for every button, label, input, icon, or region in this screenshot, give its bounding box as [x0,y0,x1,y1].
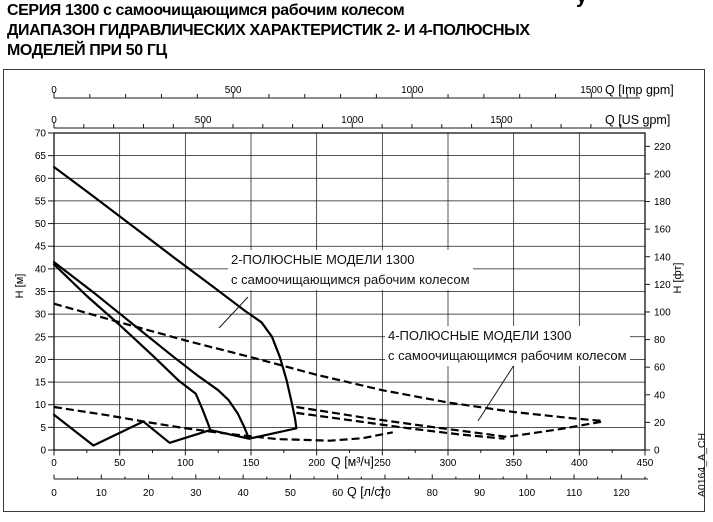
tick-label: 100 [177,458,194,469]
tick-label: 140 [654,252,671,263]
series-2pole-curve-large [52,165,298,430]
tick-label: 45 [35,242,47,253]
cropped-text-fragment: у [576,0,587,9]
axis-unit-label: Q [US gpm] [605,113,670,127]
tick-label: 50 [114,458,126,469]
label-2pole-models: 2-ПОЛЮСНЫЕ МОДЕЛИ 1300 с самоочищающимся… [228,250,473,290]
axis-top-imp-gpm: 0 500 1000 1500 Q [Imp gpm] [51,83,674,99]
tick-label: 1500 [490,115,513,126]
tick-label: 20 [35,355,47,366]
tick-label: 120 [613,488,630,499]
tick-label: 10 [35,400,47,411]
tick-label: 40 [654,390,666,401]
tick-label: 70 [379,488,391,499]
tick-label: 5 [40,423,46,434]
tick-label: 200 [308,458,325,469]
tick-label: 0 [40,446,46,457]
tick-label: 180 [654,197,671,208]
series-4pole-lower-left [53,405,394,442]
tick-label: 25 [35,332,47,343]
label-4pole-line-1: 4-ПОЛЮСНЫЕ МОДЕЛИ 1300 [388,328,572,343]
tick-label: 60 [35,174,47,185]
pump-curves [52,165,604,447]
tick-label: 150 [243,458,260,469]
tick-label: 90 [474,488,486,499]
pointer-line [477,361,517,422]
tick-label: 350 [505,458,522,469]
figure-border [3,69,705,512]
tick-label: 400 [571,458,588,469]
tick-label: 1500 [580,85,603,96]
drawing-reference-code: A0164_A_CH [696,432,708,498]
label-4pole-line-2: с самоочищающимся рабочим колесом [388,348,627,363]
grid [53,132,646,451]
tick-label: 1000 [341,115,364,126]
tick-label: 30 [35,310,47,321]
axis-top-us-gpm: 0 500 1000 1500 Q [US gpm] [51,113,670,129]
tick-label: 500 [195,115,212,126]
tick-label: 0 [654,446,660,457]
label-2pole-line-2: с самоочищающимся рабочим колесом [231,272,470,287]
tick-label: 110 [566,488,582,499]
annotation-pointers [218,296,517,422]
tick-label: 20 [654,418,666,429]
series-4pole-right-upper [296,405,604,438]
series-4pole-right-lower [296,411,505,440]
tick-label: 40 [238,488,250,499]
series-2pole-lower-boundary [52,413,298,447]
pointer-line [218,296,249,329]
tick-label: 80 [427,488,439,499]
axis-unit-label: Q [м³/ч] [331,455,374,469]
tick-label: 220 [654,142,671,153]
series-2pole-curve-mid [52,261,251,440]
tick-label: 50 [35,219,47,230]
tick-label: 30 [190,488,202,499]
label-4pole-models: 4-ПОЛЮСНЫЕ МОДЕЛИ 1300 с самоочищающимся… [385,326,630,366]
tick-label: 0 [51,458,57,469]
axis-unit-label: H [фт] [672,263,684,294]
axis-unit-label: Q [л/с] [347,485,384,499]
tick-label: 35 [35,287,47,298]
tick-label: 100 [654,307,671,318]
tick-label: 10 [96,488,108,499]
tick-label: 250 [374,458,391,469]
tick-label: 450 [637,458,654,469]
title-line-1: СЕРИЯ 1300 с самоочищающимся рабочим кол… [7,2,405,19]
tick-label: 120 [654,280,671,291]
tick-label: 55 [35,196,47,207]
title-line-3: МОДЕЛЕЙ ПРИ 50 ГЦ [7,42,167,59]
axis-bottom-m3h: 0 50 100 150 200 250 300 350 400 450 Q [м³/ч] [51,450,654,469]
tick-label: 500 [225,85,242,96]
tick-label: 70 [35,129,47,140]
tick-label: 1000 [401,85,424,96]
series-2pole-curve-small [52,263,212,432]
series-4pole-upper-boundary [53,302,604,423]
axis-unit-label: Q [Imp gpm] [605,83,674,97]
tick-label: 0 [51,85,57,96]
tick-label: 100 [518,488,535,499]
tick-label: 0 [51,488,57,499]
tick-label: 300 [440,458,457,469]
axis-bottom-ls: 0 10 20 30 40 50 60 70 80 90 100 110 120 Q [л/с] [51,474,648,499]
tick-label: 60 [654,363,666,374]
tick-label: 40 [35,264,47,275]
tick-label: 200 [654,169,671,180]
title-line-2: ДИАПАЗОН ГИДРАВЛИЧЕСКИХ ХАРАКТЕРИСТИК 2-… [7,22,530,39]
tick-label: 20 [143,488,155,499]
axis-unit-label: H [м] [14,274,26,299]
axis-right-h-ft: 0 20 40 60 80 100 120 140 160 180 200 220 H [фт] [645,142,684,457]
page-title: СЕРИЯ 1300 с самоочищающимся рабочим кол… [7,1,530,61]
tick-label: 60 [332,488,344,499]
tick-label: 80 [654,335,666,346]
tick-label: 50 [285,488,297,499]
tick-label: 160 [654,225,671,236]
tick-label: 65 [35,151,47,162]
axis-left-h-m: 0 5 10 15 20 25 30 35 40 45 50 55 60 65 70 H [м] [14,129,54,457]
label-2pole-line-1: 2-ПОЛЮСНЫЕ МОДЕЛИ 1300 [231,252,415,267]
tick-label: 0 [51,115,57,126]
tick-label: 15 [35,378,47,389]
